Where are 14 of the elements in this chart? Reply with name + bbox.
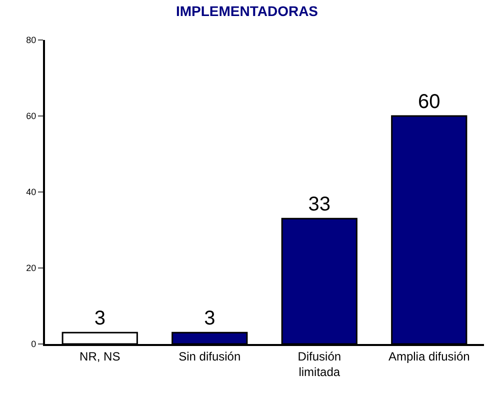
y-tick-label: 40 bbox=[26, 187, 36, 198]
y-tick-label: 0 bbox=[31, 339, 36, 350]
x-tick-label: Difusión limitada bbox=[298, 349, 342, 379]
y-tick-label: 60 bbox=[26, 111, 36, 122]
x-tick-label: Sin difusión bbox=[178, 349, 241, 364]
data-label: 3 bbox=[94, 308, 106, 330]
y-tick-label: 20 bbox=[26, 263, 36, 274]
x-tick-label: Amplia difusión bbox=[388, 349, 470, 364]
chart-title: IMPLEMENTADORAS bbox=[176, 2, 318, 19]
data-label: 33 bbox=[308, 194, 330, 216]
x-tick-label: NR, NS bbox=[80, 349, 120, 364]
data-label: 60 bbox=[418, 91, 440, 113]
y-tick-label: 80 bbox=[26, 35, 36, 46]
data-label: 3 bbox=[204, 308, 216, 330]
